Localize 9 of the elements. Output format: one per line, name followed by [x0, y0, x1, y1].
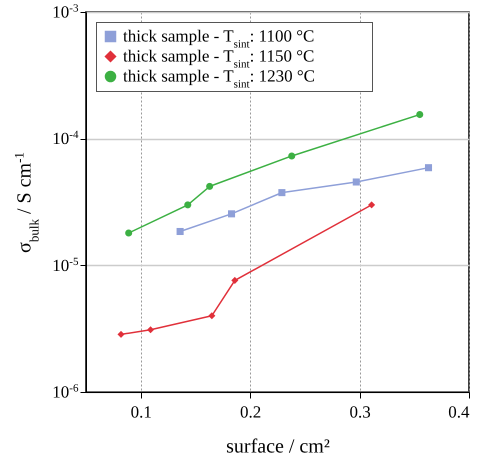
x-tick-label: 0.3: [349, 402, 371, 422]
x-axis-title: surface / cm²: [226, 436, 330, 458]
y-tick-label: 10$^{-6}$: [52, 382, 79, 402]
y-tick-label: 10$^{-5}$: [52, 256, 79, 275]
y-tick-label: 10$^{-3}$: [52, 2, 79, 22]
x-tick-label: 0.2: [240, 402, 262, 422]
x-tick-label: 0.1: [130, 402, 152, 422]
x-tick-label: 0.4: [448, 402, 470, 422]
y-tick-label: 10$^{-4}$: [52, 129, 79, 148]
